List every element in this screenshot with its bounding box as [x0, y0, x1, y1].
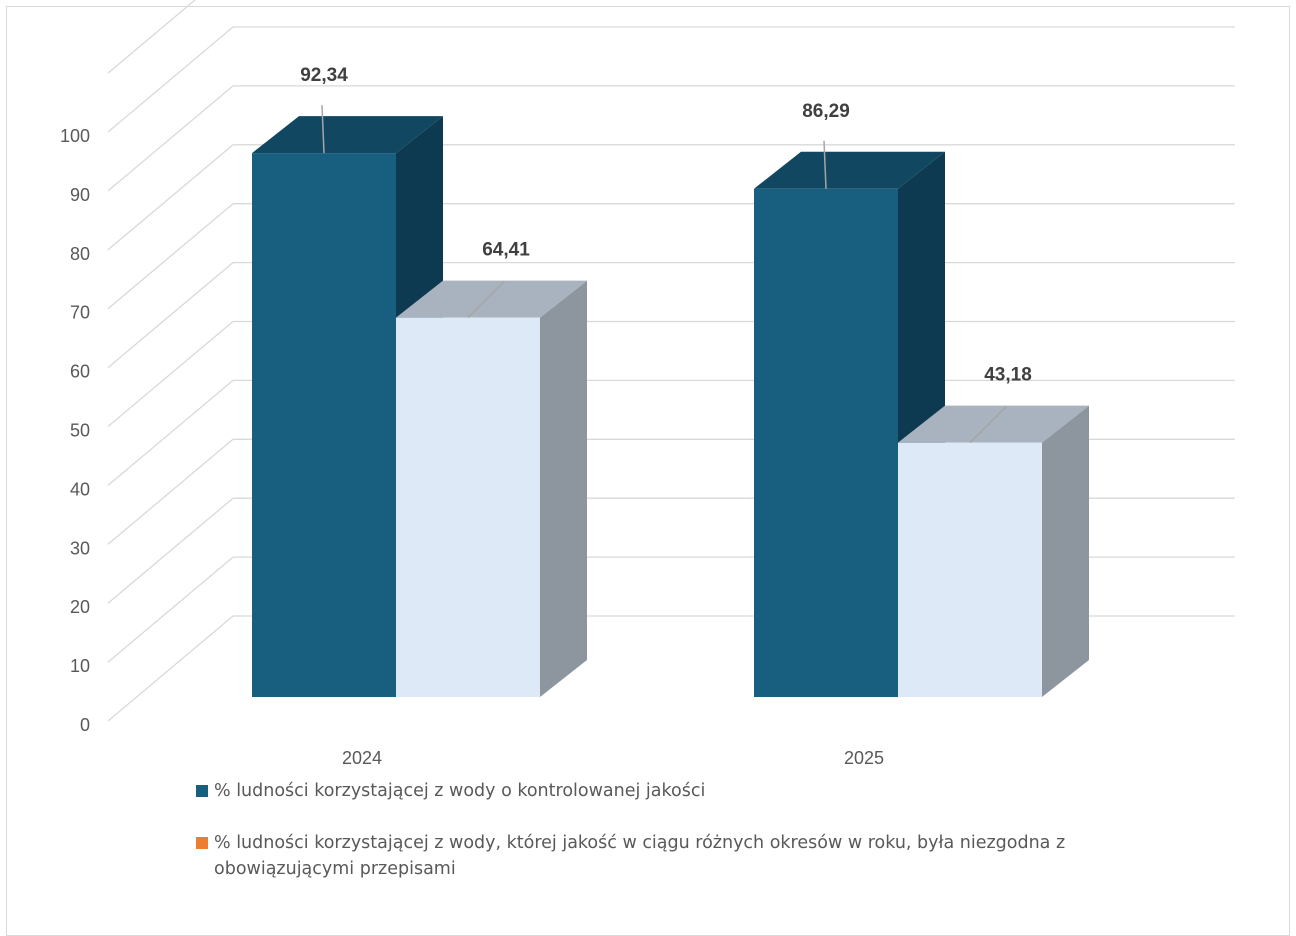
gridline-side: [107, 497, 234, 604]
data-label: 64,41: [482, 240, 530, 261]
gridline-side: [107, 438, 234, 545]
data-label-leader: [969, 406, 1007, 444]
bar-side: [540, 280, 587, 697]
legend-item-series-2: % ludności korzystającej z wody, której …: [196, 830, 1156, 882]
y-tick-label: 0: [80, 715, 90, 735]
y-tick-label: 70: [70, 303, 90, 323]
gridline-side: [107, 85, 234, 192]
gridline-side: [107, 262, 234, 369]
data-label-leader: [823, 140, 827, 189]
y-tick-label: 20: [70, 597, 90, 617]
y-axis-tick-labels: 0 10 20 30 40 50 60 70 80 90 100: [60, 126, 90, 735]
x-tick-label: 2024: [342, 748, 382, 768]
y-tick-label: 40: [70, 479, 90, 499]
gridline-side: [107, 26, 234, 133]
y-tick-label: 90: [70, 185, 90, 205]
legend: % ludności korzystającej z wody o kontro…: [196, 778, 1156, 908]
data-label: 92,34: [300, 65, 348, 86]
legend-item-series-1: % ludności korzystającej z wody o kontro…: [196, 778, 1156, 804]
x-axis-tick-labels: 2024 2025: [342, 748, 884, 768]
bar-side: [1042, 405, 1089, 697]
legend-swatch-series-2: [196, 837, 208, 849]
data-label: 43,18: [984, 365, 1032, 386]
gridline-side: [107, 321, 234, 427]
legend-label-series-2: % ludności korzystającej z wody, której …: [214, 833, 1066, 879]
data-label-leader: [321, 105, 325, 154]
bar-top: [252, 116, 443, 154]
x-tick-label: 2025: [844, 748, 884, 768]
y-tick-label: 60: [70, 362, 90, 382]
legend-label-series-1: % ludności korzystającej z wody o kontro…: [214, 781, 706, 801]
y-tick-label: 50: [70, 421, 90, 441]
chart-plot: 0 10 20 30 40 50 60 70 80 90 100 92,34 86,29 64,41 43…: [60, 0, 1235, 768]
gridline-side: [107, 144, 234, 251]
data-labels: 92,34 86,29 64,41 43,18: [300, 65, 1032, 386]
label-leaders: [321, 105, 1007, 444]
data-label-leader: [467, 281, 505, 319]
data-label: 86,29: [802, 101, 850, 122]
y-tick-label: 100: [60, 126, 90, 146]
y-tick-label: 80: [70, 244, 90, 264]
y-tick-label: 10: [70, 656, 90, 676]
gridline-side: [107, 0, 197, 74]
bar-top: [754, 151, 945, 189]
gridline-side: [107, 379, 234, 486]
gridline-side: [107, 556, 234, 663]
bar: [396, 317, 540, 697]
bars: [252, 116, 1089, 698]
gridline-side: [107, 615, 234, 722]
bar: [898, 442, 1042, 697]
bar: [252, 153, 396, 697]
bar: [754, 188, 898, 698]
bar-top: [396, 280, 587, 318]
bar-top: [898, 405, 1089, 443]
gridline-side: [107, 203, 234, 310]
y-tick-label: 30: [70, 538, 90, 558]
legend-swatch-series-1: [196, 785, 208, 797]
